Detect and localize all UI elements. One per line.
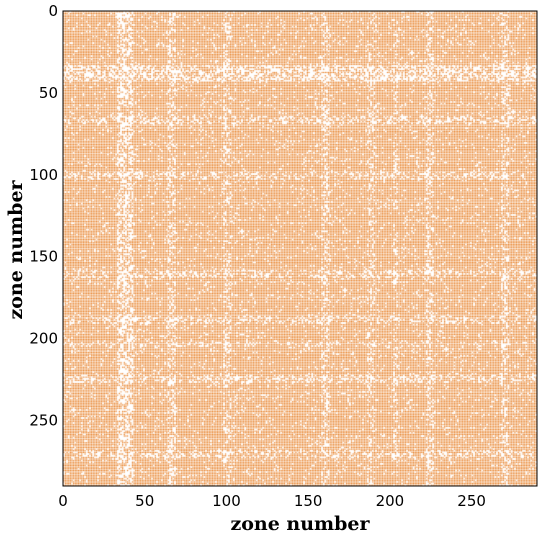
nonzero-pattern [63,11,537,486]
y-axis-label: zone number [5,179,27,319]
data-layer [63,11,537,486]
y-tick-label: 0 [48,2,58,20]
x-tick-label: 50 [135,492,154,510]
y-tick-label: 250 [29,411,58,429]
y-tick-label: 200 [29,330,58,348]
y-tick-label: 50 [39,84,58,102]
plot-frame [62,10,538,487]
x-tick-label: 200 [376,492,405,510]
x-tick-label: 150 [294,492,323,510]
tick-layer: 0 50 100 150 200 250 0 50 100 150 200 250 [29,2,486,510]
y-tick-label: 100 [29,166,58,184]
x-tick-label: 100 [212,492,241,510]
x-tick-label: 250 [457,492,486,510]
x-axis-label: zone number [230,513,370,535]
y-tick-label: 150 [29,248,58,266]
x-tick-label: 0 [58,492,68,510]
